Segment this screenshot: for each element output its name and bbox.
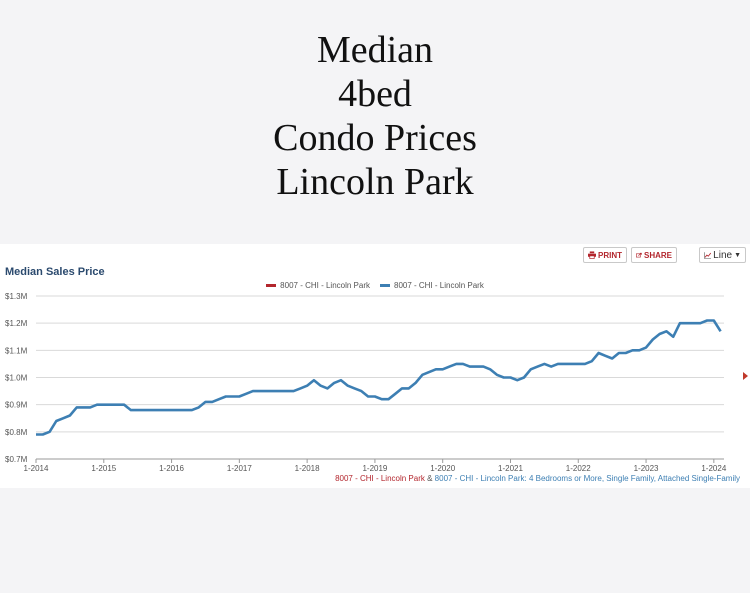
series-line[interactable] <box>36 319 722 436</box>
footnote-ampersand: & <box>424 474 435 483</box>
y-tick-label: $0.7M <box>5 455 28 464</box>
y-tick-label: $1.1M <box>5 346 28 355</box>
x-tick-label: 1-2023 <box>634 464 659 473</box>
share-label: SHARE <box>643 250 672 260</box>
print-button[interactable]: PRINT <box>583 247 627 263</box>
x-axis: 1-2014 1-2015 1-2016 1-2017 1-2018 1-2019 1-20… <box>24 459 727 473</box>
footnote-area-blue: 8007 - CHI - Lincoln Park <box>434 474 525 483</box>
scroll-arrow-icon[interactable] <box>743 372 748 380</box>
footnote-area-red: 8007 - CHI - Lincoln Park <box>335 474 425 483</box>
y-tick-label: $1.2M <box>5 319 28 328</box>
x-tick-label: 1-2018 <box>295 464 320 473</box>
x-tick-label: 1-2019 <box>362 464 387 473</box>
y-tick-label: $1.0M <box>5 374 28 383</box>
chart-type-select[interactable]: Line ▼ <box>699 247 746 263</box>
chart-panel: PRINT SHARE Line ▼ Median Sales Price 80… <box>0 244 750 488</box>
chart-footnote: 8007 - CHI - Lincoln Park & 8007 - CHI -… <box>335 474 740 483</box>
legend-item-blue[interactable]: 8007 - CHI - Lincoln Park <box>380 281 484 290</box>
y-tick-label: $0.9M <box>5 401 28 410</box>
x-tick-label: 1-2016 <box>159 464 184 473</box>
headline: Median 4bed Condo Prices Lincoln Park <box>0 28 750 204</box>
chart-plot: $0.7M $0.8M $0.9M $1.0M $1.1M $1.2M $1.3M 1-20… <box>5 292 727 473</box>
x-tick-label: 1-2024 <box>701 464 726 473</box>
x-tick-label: 1-2020 <box>430 464 455 473</box>
x-tick-label: 1-2015 <box>91 464 116 473</box>
chart-type-label: Line <box>713 249 733 261</box>
headline-line-1: Median <box>316 29 434 71</box>
chevron-down-icon: ▼ <box>734 251 741 259</box>
x-tick-label: 1-2017 <box>227 464 252 473</box>
x-tick-label: 1-2021 <box>498 464 523 473</box>
x-tick-label: 1-2022 <box>566 464 591 473</box>
legend-swatch-blue <box>380 284 390 287</box>
x-tick-label: 1-2014 <box>24 464 49 473</box>
chart-legend: 8007 - CHI - Lincoln Park 8007 - CHI - L… <box>0 281 750 290</box>
y-tick-label: $0.8M <box>5 428 28 437</box>
legend-label-red: 8007 - CHI - Lincoln Park <box>280 281 370 290</box>
grid-layer <box>36 295 724 460</box>
headline-line-3: Condo Prices <box>273 117 477 159</box>
line-chart-icon <box>704 251 712 259</box>
headline-line-2: 4bed <box>338 73 412 115</box>
y-axis: $0.7M $0.8M $0.9M $1.0M $1.1M $1.2M $1.3M <box>5 292 28 464</box>
legend-swatch-red <box>266 284 277 287</box>
footnote-criteria: : 4 Bedrooms or More, Single Family, Att… <box>524 474 741 483</box>
y-tick-label: $1.3M <box>5 292 28 301</box>
share-icon <box>636 252 642 258</box>
legend-item-red[interactable]: 8007 - CHI - Lincoln Park <box>266 281 370 290</box>
print-label: PRINT <box>598 250 622 260</box>
printer-icon <box>588 251 596 259</box>
headline-line-4: Lincoln Park <box>276 161 474 203</box>
share-button[interactable]: SHARE <box>631 247 677 263</box>
legend-label-blue: 8007 - CHI - Lincoln Park <box>394 281 484 290</box>
series-layer <box>36 319 722 436</box>
chart-title: Median Sales Price <box>5 266 105 278</box>
